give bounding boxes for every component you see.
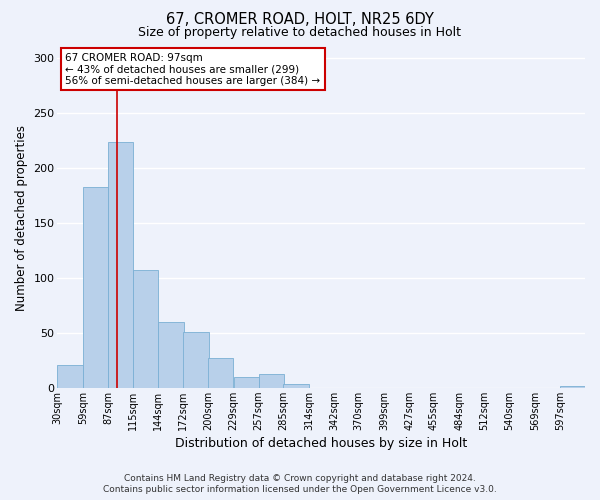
Bar	[133, 270, 158, 388]
Bar	[108, 142, 133, 388]
Bar	[234, 377, 259, 388]
Y-axis label: Number of detached properties: Number of detached properties	[15, 124, 28, 310]
Bar	[183, 332, 209, 388]
Bar	[560, 386, 585, 388]
Bar	[58, 364, 83, 388]
Bar	[259, 374, 284, 388]
Text: Size of property relative to detached houses in Holt: Size of property relative to detached ho…	[139, 26, 461, 39]
Bar	[283, 384, 308, 388]
Text: 67 CROMER ROAD: 97sqm
← 43% of detached houses are smaller (299)
56% of semi-det: 67 CROMER ROAD: 97sqm ← 43% of detached …	[65, 52, 320, 86]
Text: Contains HM Land Registry data © Crown copyright and database right 2024.
Contai: Contains HM Land Registry data © Crown c…	[103, 474, 497, 494]
Bar	[83, 187, 109, 388]
Bar	[158, 322, 184, 388]
X-axis label: Distribution of detached houses by size in Holt: Distribution of detached houses by size …	[175, 437, 467, 450]
Text: 67, CROMER ROAD, HOLT, NR25 6DY: 67, CROMER ROAD, HOLT, NR25 6DY	[166, 12, 434, 28]
Bar	[208, 358, 233, 388]
